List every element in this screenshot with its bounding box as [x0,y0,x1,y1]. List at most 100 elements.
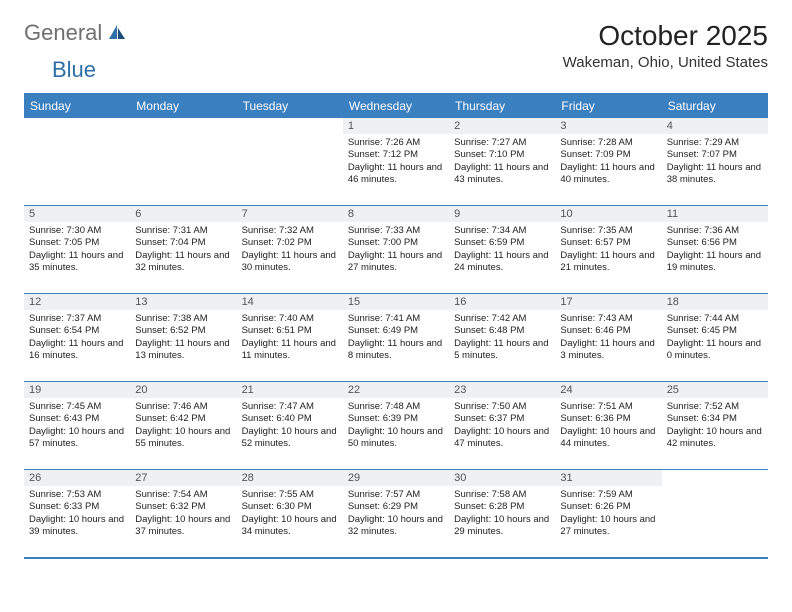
brand-sail-icon [107,23,127,43]
calendar-day-cell: 2Sunrise: 7:27 AMSunset: 7:10 PMDaylight… [449,118,555,206]
day-number: 16 [449,294,555,310]
day-number: 4 [662,118,768,134]
day-number: 22 [343,382,449,398]
day-number: 10 [555,206,661,222]
calendar-day-cell: 29Sunrise: 7:57 AMSunset: 6:29 PMDayligh… [343,470,449,558]
day-detail: Sunrise: 7:55 AMSunset: 6:30 PMDaylight:… [237,486,343,542]
day-detail: Sunrise: 7:41 AMSunset: 6:49 PMDaylight:… [343,310,449,366]
calendar-day-cell: 9Sunrise: 7:34 AMSunset: 6:59 PMDaylight… [449,206,555,294]
day-number: 27 [130,470,236,486]
calendar-body: ......1Sunrise: 7:26 AMSunset: 7:12 PMDa… [24,118,768,558]
day-number: 11 [662,206,768,222]
calendar-day-cell: 18Sunrise: 7:44 AMSunset: 6:45 PMDayligh… [662,294,768,382]
day-number: 13 [130,294,236,310]
calendar-week-row: ......1Sunrise: 7:26 AMSunset: 7:12 PMDa… [24,118,768,206]
calendar-day-cell: .. [24,118,130,206]
day-detail: Sunrise: 7:33 AMSunset: 7:00 PMDaylight:… [343,222,449,278]
day-detail: Sunrise: 7:52 AMSunset: 6:34 PMDaylight:… [662,398,768,454]
day-detail: Sunrise: 7:30 AMSunset: 7:05 PMDaylight:… [24,222,130,278]
month-title: October 2025 [563,20,768,52]
calendar-day-cell: 16Sunrise: 7:42 AMSunset: 6:48 PMDayligh… [449,294,555,382]
calendar-day-cell: .. [130,118,236,206]
calendar-day-cell: 10Sunrise: 7:35 AMSunset: 6:57 PMDayligh… [555,206,661,294]
calendar-day-cell: 25Sunrise: 7:52 AMSunset: 6:34 PMDayligh… [662,382,768,470]
day-header: Friday [555,94,661,118]
calendar-day-cell: 3Sunrise: 7:28 AMSunset: 7:09 PMDaylight… [555,118,661,206]
day-header: Saturday [662,94,768,118]
day-detail: Sunrise: 7:31 AMSunset: 7:04 PMDaylight:… [130,222,236,278]
day-detail: Sunrise: 7:42 AMSunset: 6:48 PMDaylight:… [449,310,555,366]
calendar-day-cell: 27Sunrise: 7:54 AMSunset: 6:32 PMDayligh… [130,470,236,558]
day-detail: Sunrise: 7:40 AMSunset: 6:51 PMDaylight:… [237,310,343,366]
day-detail: Sunrise: 7:50 AMSunset: 6:37 PMDaylight:… [449,398,555,454]
title-block: October 2025 Wakeman, Ohio, United State… [563,20,768,71]
calendar-day-cell: 30Sunrise: 7:58 AMSunset: 6:28 PMDayligh… [449,470,555,558]
day-detail: Sunrise: 7:44 AMSunset: 6:45 PMDaylight:… [662,310,768,366]
day-detail: Sunrise: 7:59 AMSunset: 6:26 PMDaylight:… [555,486,661,542]
calendar-day-cell: 7Sunrise: 7:32 AMSunset: 7:02 PMDaylight… [237,206,343,294]
calendar-week-row: 19Sunrise: 7:45 AMSunset: 6:43 PMDayligh… [24,382,768,470]
day-detail: Sunrise: 7:57 AMSunset: 6:29 PMDaylight:… [343,486,449,542]
location-label: Wakeman, Ohio, United States [563,54,768,71]
day-detail: Sunrise: 7:26 AMSunset: 7:12 PMDaylight:… [343,134,449,190]
calendar-day-cell: 20Sunrise: 7:46 AMSunset: 6:42 PMDayligh… [130,382,236,470]
calendar-day-cell: 11Sunrise: 7:36 AMSunset: 6:56 PMDayligh… [662,206,768,294]
day-detail: Sunrise: 7:58 AMSunset: 6:28 PMDaylight:… [449,486,555,542]
day-number: 23 [449,382,555,398]
calendar-day-cell: .. [237,118,343,206]
day-number: 1 [343,118,449,134]
calendar-day-cell: 5Sunrise: 7:30 AMSunset: 7:05 PMDaylight… [24,206,130,294]
calendar-day-cell: 13Sunrise: 7:38 AMSunset: 6:52 PMDayligh… [130,294,236,382]
day-number: 7 [237,206,343,222]
day-number: 25 [662,382,768,398]
day-number: 18 [662,294,768,310]
day-detail: Sunrise: 7:43 AMSunset: 6:46 PMDaylight:… [555,310,661,366]
day-detail: Sunrise: 7:36 AMSunset: 6:56 PMDaylight:… [662,222,768,278]
day-detail: Sunrise: 7:35 AMSunset: 6:57 PMDaylight:… [555,222,661,278]
day-number: 24 [555,382,661,398]
day-number: 8 [343,206,449,222]
day-number: 26 [24,470,130,486]
day-detail: Sunrise: 7:34 AMSunset: 6:59 PMDaylight:… [449,222,555,278]
calendar-day-cell: 26Sunrise: 7:53 AMSunset: 6:33 PMDayligh… [24,470,130,558]
day-detail: Sunrise: 7:45 AMSunset: 6:43 PMDaylight:… [24,398,130,454]
calendar-day-cell: 24Sunrise: 7:51 AMSunset: 6:36 PMDayligh… [555,382,661,470]
calendar-day-cell: 4Sunrise: 7:29 AMSunset: 7:07 PMDaylight… [662,118,768,206]
calendar-header-row: SundayMondayTuesdayWednesdayThursdayFrid… [24,94,768,118]
day-detail: Sunrise: 7:27 AMSunset: 7:10 PMDaylight:… [449,134,555,190]
calendar-day-cell: 6Sunrise: 7:31 AMSunset: 7:04 PMDaylight… [130,206,236,294]
day-header: Sunday [24,94,130,118]
day-number: 19 [24,382,130,398]
day-header: Monday [130,94,236,118]
day-number: 14 [237,294,343,310]
calendar-week-row: 12Sunrise: 7:37 AMSunset: 6:54 PMDayligh… [24,294,768,382]
day-number: 28 [237,470,343,486]
day-number: 29 [343,470,449,486]
calendar-day-cell: 28Sunrise: 7:55 AMSunset: 6:30 PMDayligh… [237,470,343,558]
day-detail: Sunrise: 7:47 AMSunset: 6:40 PMDaylight:… [237,398,343,454]
brand-text-blue: Blue [52,57,96,83]
day-detail: Sunrise: 7:28 AMSunset: 7:09 PMDaylight:… [555,134,661,190]
day-number: 21 [237,382,343,398]
calendar-week-row: 5Sunrise: 7:30 AMSunset: 7:05 PMDaylight… [24,206,768,294]
day-detail: Sunrise: 7:38 AMSunset: 6:52 PMDaylight:… [130,310,236,366]
day-number: 6 [130,206,236,222]
calendar-day-cell: 23Sunrise: 7:50 AMSunset: 6:37 PMDayligh… [449,382,555,470]
day-number: 12 [24,294,130,310]
day-number: 31 [555,470,661,486]
day-detail: Sunrise: 7:53 AMSunset: 6:33 PMDaylight:… [24,486,130,542]
day-header: Wednesday [343,94,449,118]
calendar-day-cell: .. [662,470,768,558]
day-detail: Sunrise: 7:54 AMSunset: 6:32 PMDaylight:… [130,486,236,542]
brand-logo: General [24,20,129,46]
calendar-day-cell: 17Sunrise: 7:43 AMSunset: 6:46 PMDayligh… [555,294,661,382]
calendar-week-row: 26Sunrise: 7:53 AMSunset: 6:33 PMDayligh… [24,470,768,558]
calendar-day-cell: 19Sunrise: 7:45 AMSunset: 6:43 PMDayligh… [24,382,130,470]
day-detail: Sunrise: 7:37 AMSunset: 6:54 PMDaylight:… [24,310,130,366]
day-number: 5 [24,206,130,222]
day-number: 9 [449,206,555,222]
calendar-day-cell: 15Sunrise: 7:41 AMSunset: 6:49 PMDayligh… [343,294,449,382]
day-detail: Sunrise: 7:48 AMSunset: 6:39 PMDaylight:… [343,398,449,454]
calendar-day-cell: 12Sunrise: 7:37 AMSunset: 6:54 PMDayligh… [24,294,130,382]
brand-text-general: General [24,20,102,46]
